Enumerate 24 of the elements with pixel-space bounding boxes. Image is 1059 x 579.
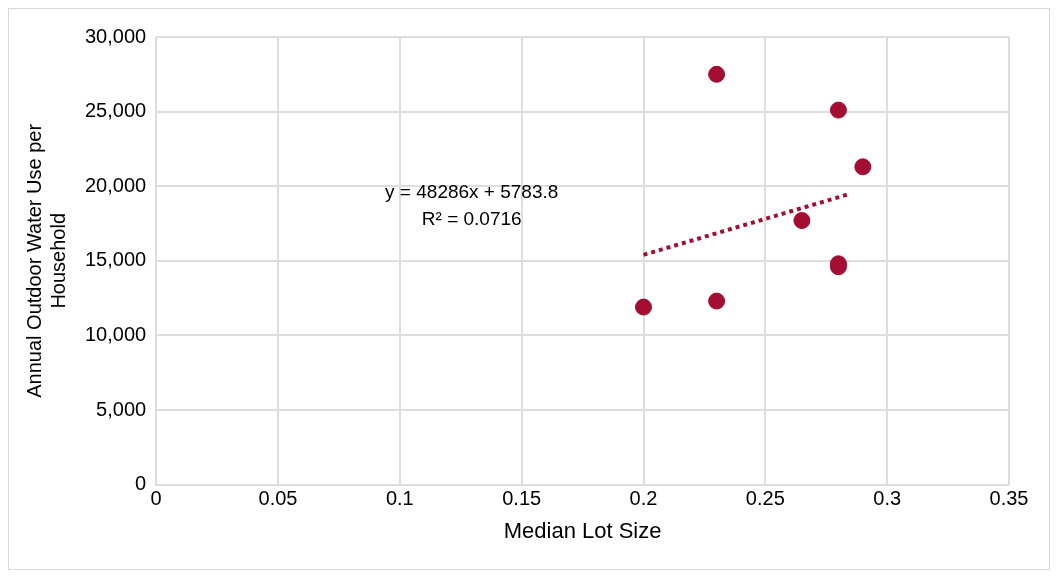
point <box>708 292 726 310</box>
y-tick-label: 30,000 <box>85 24 147 47</box>
point <box>793 212 811 230</box>
y-tick-label: 20,000 <box>85 173 147 196</box>
y-tick-label: 25,000 <box>85 99 147 122</box>
x-tick-label: 0.15 <box>502 487 542 510</box>
point <box>854 158 872 176</box>
y-tick-label: 0 <box>135 472 147 495</box>
y-axis-title: Annual Outdoor Water Use per Household <box>22 123 69 398</box>
point <box>635 298 652 316</box>
x-tick-label: 0.3 <box>873 487 902 510</box>
point <box>708 65 726 83</box>
y-tick-label: 10,000 <box>85 322 147 345</box>
x-tick-label: 0.2 <box>629 487 658 510</box>
x-tick-label: 0.1 <box>385 487 414 510</box>
x-tick-label: 0.35 <box>989 487 1029 510</box>
x-tick-label: 0.25 <box>745 487 785 510</box>
annotation: y = 48286x + 5783.8 R² = 0.0716 <box>385 181 559 230</box>
x-axis-title: Median Lot Size <box>503 517 662 543</box>
x-tick-label: 0 <box>150 487 162 510</box>
y-tick-label: 15,000 <box>85 248 147 271</box>
x-tick-label: 0.05 <box>258 487 298 510</box>
y-tick-label: 5,000 <box>96 397 147 420</box>
point <box>829 101 847 119</box>
